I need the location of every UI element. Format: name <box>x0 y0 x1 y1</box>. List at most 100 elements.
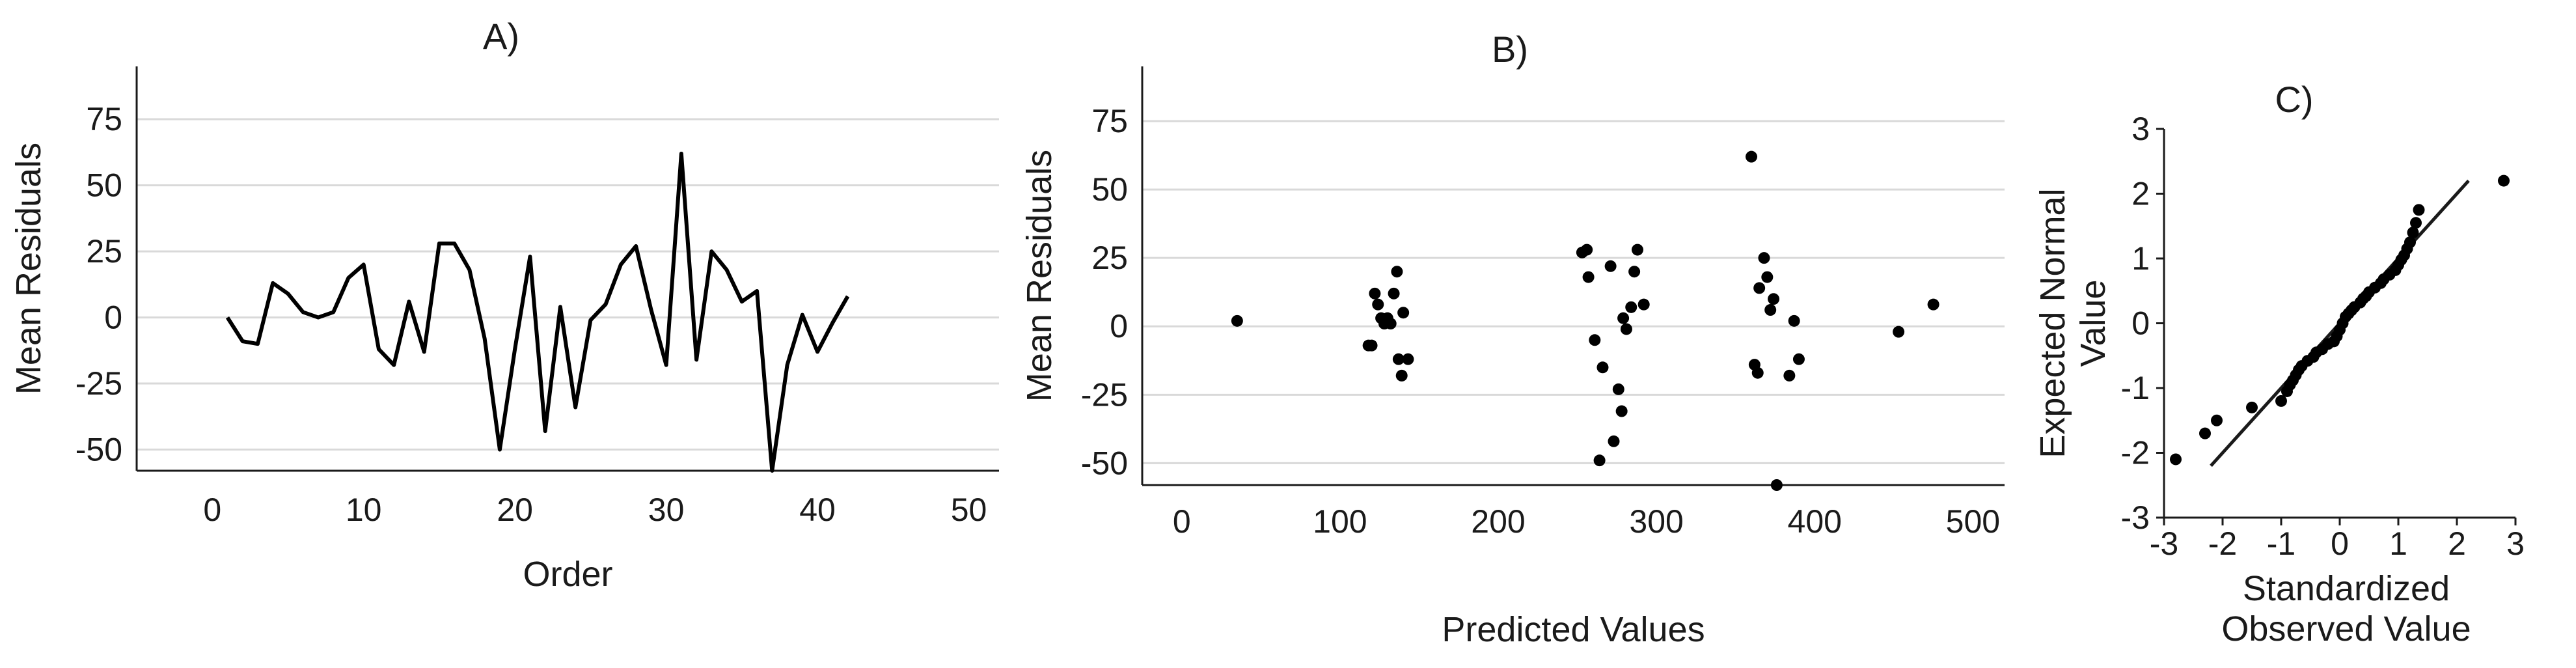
x-tick-label: 2 <box>2448 525 2466 562</box>
x-axis-label-line: Standardized <box>2243 569 2450 608</box>
x-tick-label: -3 <box>2150 525 2178 562</box>
y-axis-label: Mean Residuals <box>9 143 48 395</box>
data-point <box>1388 287 1400 299</box>
x-tick-label: 50 <box>951 492 987 528</box>
y-tick-label: 50 <box>86 167 122 204</box>
y-axis-label-line: Value <box>2074 279 2113 367</box>
y-tick-label: 3 <box>2131 111 2150 147</box>
data-point <box>1581 244 1593 256</box>
x-tick-label: 1 <box>2389 525 2407 562</box>
data-point <box>1231 314 1243 327</box>
x-tick-label: 0 <box>2331 525 2349 562</box>
y-tick-label: -1 <box>2121 370 2150 406</box>
y-tick-label: -2 <box>2121 435 2150 471</box>
data-point <box>1761 271 1774 283</box>
data-point <box>1631 244 1643 256</box>
data-point <box>1783 369 1796 382</box>
data-point <box>1753 282 1766 294</box>
data-point <box>1384 318 1397 330</box>
x-tick-label: 400 <box>1788 503 1842 540</box>
data-point <box>1617 312 1630 324</box>
data-point <box>1391 266 1403 278</box>
data-point <box>1608 435 1620 447</box>
x-tick-label: 0 <box>1173 503 1191 540</box>
data-point <box>2246 401 2258 413</box>
x-tick-label: 100 <box>1313 503 1367 540</box>
data-point <box>1637 298 1650 311</box>
y-tick-label: -25 <box>1081 376 1128 413</box>
data-point <box>1604 260 1617 272</box>
data-point <box>1612 383 1624 395</box>
y-tick-label: 25 <box>86 233 122 270</box>
data-point <box>1893 326 1905 338</box>
data-point <box>1927 298 1939 311</box>
y-tick-label: 0 <box>2131 305 2150 342</box>
data-point <box>1596 361 1609 374</box>
x-axis-label: Standardized Observed Value <box>2221 569 2471 648</box>
data-point <box>1625 301 1637 313</box>
x-tick-label: 3 <box>2506 525 2525 562</box>
y-axis-label-line: Expected Normal <box>2033 188 2072 458</box>
y-tick-label: -3 <box>2121 499 2150 536</box>
data-point <box>1764 304 1777 316</box>
data-point <box>1768 293 1780 305</box>
data-point <box>1792 353 1805 365</box>
x-tick-label: 500 <box>1946 503 2000 540</box>
y-tick-label: 75 <box>1091 103 1128 139</box>
data-point <box>1770 479 1783 491</box>
x-axis-label: Order <box>523 555 612 594</box>
data-point <box>1788 314 1800 327</box>
y-tick-label: 25 <box>1091 240 1128 276</box>
data-point <box>1402 353 1414 365</box>
panel-title: C) <box>2275 79 2313 120</box>
data-point <box>1758 252 1770 264</box>
x-axis-label: Predicted Values <box>1442 610 1705 649</box>
data-point <box>1397 307 1410 319</box>
panel-title: B) <box>1492 29 1528 70</box>
x-axis-label-line: Observed Value <box>2221 609 2471 648</box>
x-tick-label: -2 <box>2208 525 2237 562</box>
data-point <box>1751 367 1764 379</box>
y-axis-label: Expected NormalValue <box>2033 188 2113 458</box>
panel-b-chart: B) 75 50 25 0 -25 -50 0 100 200 300 400 500 Predicted… <box>1020 29 2005 649</box>
y-tick-label: 1 <box>2131 240 2150 277</box>
y-tick-label: -50 <box>75 432 122 468</box>
y-axis-label: Mean Residuals <box>1020 150 1059 402</box>
y-tick-label: 0 <box>104 299 122 336</box>
x-tick-label: 10 <box>346 492 382 528</box>
panel-title: A) <box>483 16 519 57</box>
data-point <box>1395 369 1408 382</box>
x-tick-label: 200 <box>1471 503 1525 540</box>
data-point <box>1369 287 1381 299</box>
data-point <box>1620 323 1632 335</box>
x-tick-label: 300 <box>1629 503 1683 540</box>
y-tick-label: 0 <box>1110 308 1128 344</box>
data-point <box>2410 217 2422 229</box>
data-point <box>1593 454 1606 467</box>
y-tick-label: -50 <box>1081 445 1128 481</box>
data-point <box>1615 405 1628 417</box>
y-tick-label: 50 <box>1091 171 1128 208</box>
data-point <box>2170 453 2182 466</box>
x-tick-label: 30 <box>648 492 685 528</box>
data-point <box>2413 204 2425 216</box>
y-tick-label: -25 <box>75 365 122 402</box>
x-tick-label: 0 <box>203 492 221 528</box>
data-point <box>1628 266 1641 278</box>
panel-a-chart: A) 75 50 25 0 -25 -50 0 10 20 30 40 50 Order Mean Resi… <box>9 16 999 594</box>
data-point <box>2275 395 2287 407</box>
data-point <box>1582 271 1595 283</box>
series-line <box>225 151 850 473</box>
data-point <box>2199 427 2211 439</box>
data-point <box>2407 227 2419 239</box>
y-tick-label: 2 <box>2131 176 2150 212</box>
data-point <box>1392 353 1404 365</box>
data-point <box>2498 174 2510 187</box>
data-point <box>2404 236 2416 249</box>
data-point <box>1589 334 1601 346</box>
y-tick-label: 75 <box>86 101 122 137</box>
x-tick-label: 20 <box>497 492 533 528</box>
panel-c-chart: C) 3 2 1 0 -1 -2 -3-3 -2 -1 0 1 2 3 Standardized Observ… <box>2033 79 2525 648</box>
data-point <box>1746 150 1758 163</box>
x-tick-label: -1 <box>2267 525 2295 562</box>
